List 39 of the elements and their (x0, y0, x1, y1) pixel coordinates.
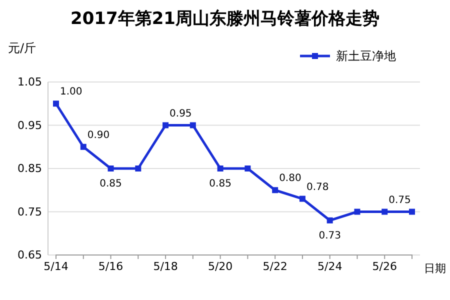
data-label: 1.00 (60, 86, 82, 98)
point (382, 208, 388, 215)
point (244, 166, 251, 172)
point (108, 166, 114, 172)
data-label: 0.78 (306, 182, 329, 193)
point (80, 144, 86, 150)
text: 0.85 (18, 162, 42, 176)
x-tick-label: 5/14 (44, 260, 68, 273)
y-axis-title: 元/斤 (8, 41, 36, 55)
text: 1.05 (18, 76, 42, 89)
text: 0.95 (18, 118, 42, 132)
data-label: 0.75 (388, 194, 411, 206)
point (135, 166, 142, 172)
x-axis-title: 日期 (424, 262, 446, 275)
data-label: 0.85 (209, 178, 232, 190)
x-tick-label: 5/22 (262, 260, 288, 273)
point (299, 196, 306, 202)
x-tick-label: 5/20 (208, 260, 233, 273)
x-tick-label: 5/24 (317, 260, 342, 273)
point (53, 100, 59, 107)
data-label: 0.73 (318, 230, 341, 242)
text: 0.75 (18, 205, 42, 218)
point (272, 187, 278, 194)
data-label: 0.90 (87, 130, 110, 141)
x-tick-label: 5/18 (153, 260, 178, 273)
chart-title: 2017年第21周山东滕州马铃薯价格走势 (70, 9, 380, 29)
legend-label: 新土豆净地 (336, 49, 396, 63)
point (162, 122, 169, 128)
point (190, 122, 196, 128)
text: 0.65 (18, 248, 42, 262)
point (354, 208, 360, 215)
x-tick-label: 5/16 (98, 260, 124, 273)
point (326, 217, 333, 224)
point (409, 208, 415, 215)
data-label: 0.80 (279, 173, 302, 184)
data-label: 0.85 (100, 178, 122, 190)
point (217, 166, 224, 172)
x-tick-label: 5/26 (372, 260, 397, 273)
data-label: 0.95 (170, 108, 192, 120)
